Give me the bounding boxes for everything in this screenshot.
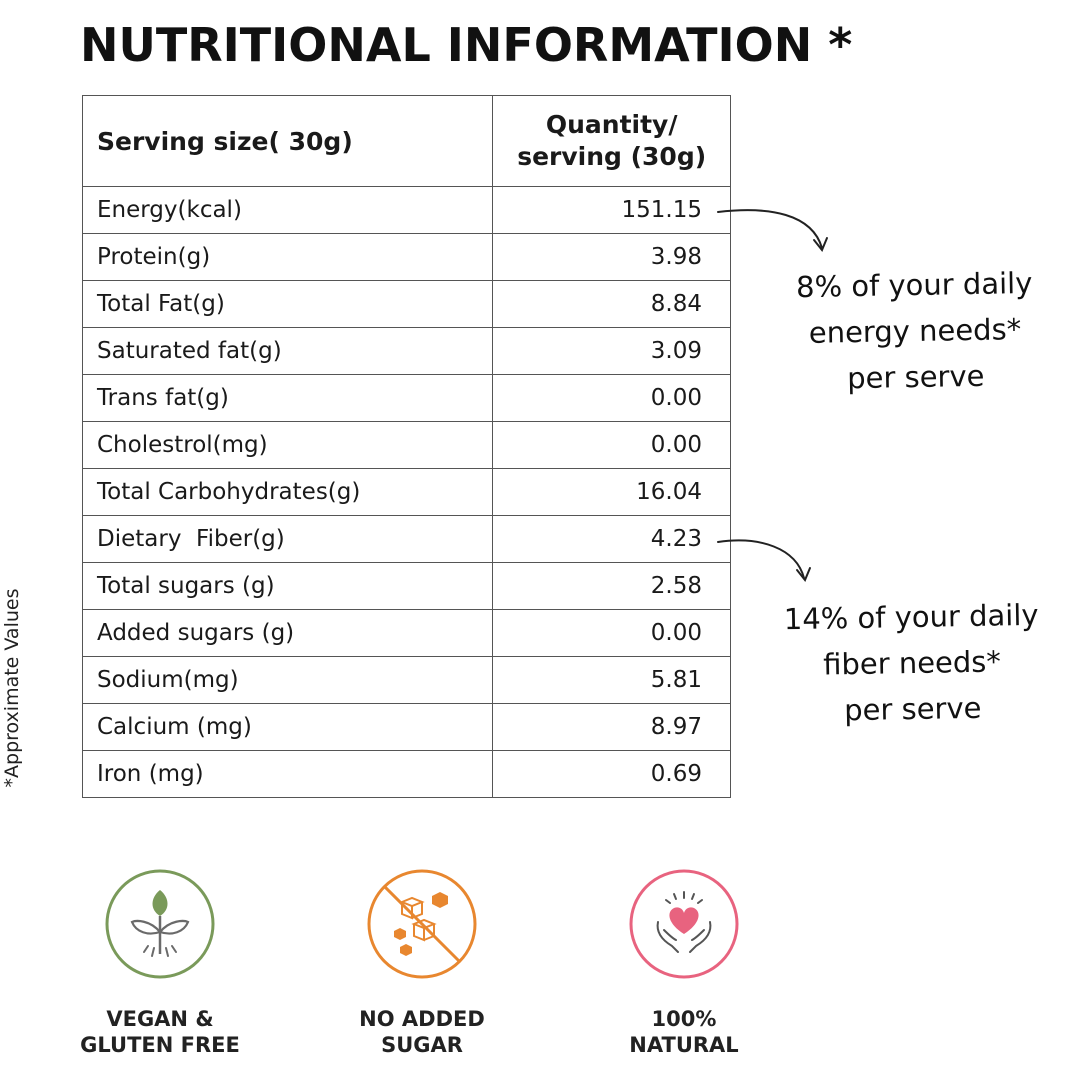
nutrient-value: 2.58 — [492, 562, 731, 610]
nutrient-value: 8.84 — [492, 280, 731, 328]
nutrient-value: 8.97 — [492, 703, 731, 751]
nutrient-label: Saturated fat(g) — [81, 327, 494, 375]
page-title: NUTRITIONAL INFORMATION * — [80, 18, 853, 72]
no-sugar-cubes-icon — [367, 869, 477, 979]
natural-badge: 100% NATURAL — [564, 868, 804, 1058]
vegan-gluten-free-badge: VEGAN & GLUTEN FREE — [40, 868, 280, 1058]
nutrient-label: Total Fat(g) — [81, 280, 494, 328]
vegan-leaf-icon — [105, 869, 215, 979]
sugar-badge-line1: NO ADDED — [359, 1007, 485, 1031]
table-row: Total Fat(g) 8.84 — [81, 280, 731, 328]
vegan-badge-line1: VEGAN & — [106, 1007, 214, 1031]
nutrient-value: 5.81 — [492, 656, 731, 704]
energy-callout-line2: energy needs* — [808, 312, 1022, 350]
quantity-header-line1: Quantity/ — [545, 110, 678, 139]
nutrition-table: Serving size( 30g) Quantity/ serving (30… — [81, 95, 731, 798]
vegan-badge-line2: GLUTEN FREE — [80, 1033, 240, 1057]
fiber-callout-line2: fiber needs* — [822, 644, 1002, 682]
serving-size-header: Serving size( 30g) — [81, 95, 494, 187]
nutrient-value: 16.04 — [492, 468, 731, 516]
nutrient-label: Sodium(mg) — [81, 656, 494, 704]
no-added-sugar-badge: NO ADDED SUGAR — [302, 868, 542, 1058]
table-row: Saturated fat(g) 3.09 — [81, 327, 731, 375]
energy-callout-line1: 8% of your daily — [795, 265, 1033, 305]
energy-callout-line3: per serve — [846, 358, 985, 396]
nutrient-label: Dietary Fiber(g) — [81, 515, 494, 563]
nutrient-value: 3.09 — [492, 327, 731, 375]
nutrient-label: Iron (mg) — [81, 750, 494, 798]
nutrient-value: 0.00 — [492, 609, 731, 657]
nutrient-label: Protein(g) — [81, 233, 494, 281]
nutrient-value: 3.98 — [492, 233, 731, 281]
quantity-header-line2: serving (30g) — [517, 142, 707, 171]
energy-callout: 8% of your daily energy needs* per serve — [779, 260, 1051, 403]
nutrient-value: 0.00 — [492, 421, 731, 469]
fiber-arrow-icon — [717, 539, 811, 582]
fiber-callout-line3: per serve — [843, 690, 982, 728]
nutrient-value: 4.23 — [492, 515, 731, 563]
fiber-callout-line1: 14% of your daily — [783, 597, 1039, 637]
table-row: Total sugars (g) 2.58 — [81, 562, 731, 610]
nutrient-value: 0.69 — [492, 750, 731, 798]
natural-badge-line2: NATURAL — [629, 1033, 739, 1057]
table-row: Iron (mg) 0.69 — [81, 750, 731, 798]
table-row: Protein(g) 3.98 — [81, 233, 731, 281]
nutrient-label: Trans fat(g) — [81, 374, 494, 422]
nutrient-label: Added sugars (g) — [81, 609, 494, 657]
table-row: Added sugars (g) 0.00 — [81, 609, 731, 657]
natural-badge-line1: 100% — [651, 1007, 717, 1031]
energy-arrow-icon — [717, 209, 828, 252]
sugar-badge-line2: SUGAR — [381, 1033, 463, 1057]
table-row: Dietary Fiber(g) 4.23 — [81, 515, 731, 563]
fiber-callout: 14% of your daily fiber needs* per serve — [771, 592, 1053, 735]
table-row: Trans fat(g) 0.00 — [81, 374, 731, 422]
table-row: Sodium(mg) 5.81 — [81, 656, 731, 704]
heart-hands-icon — [629, 869, 739, 979]
